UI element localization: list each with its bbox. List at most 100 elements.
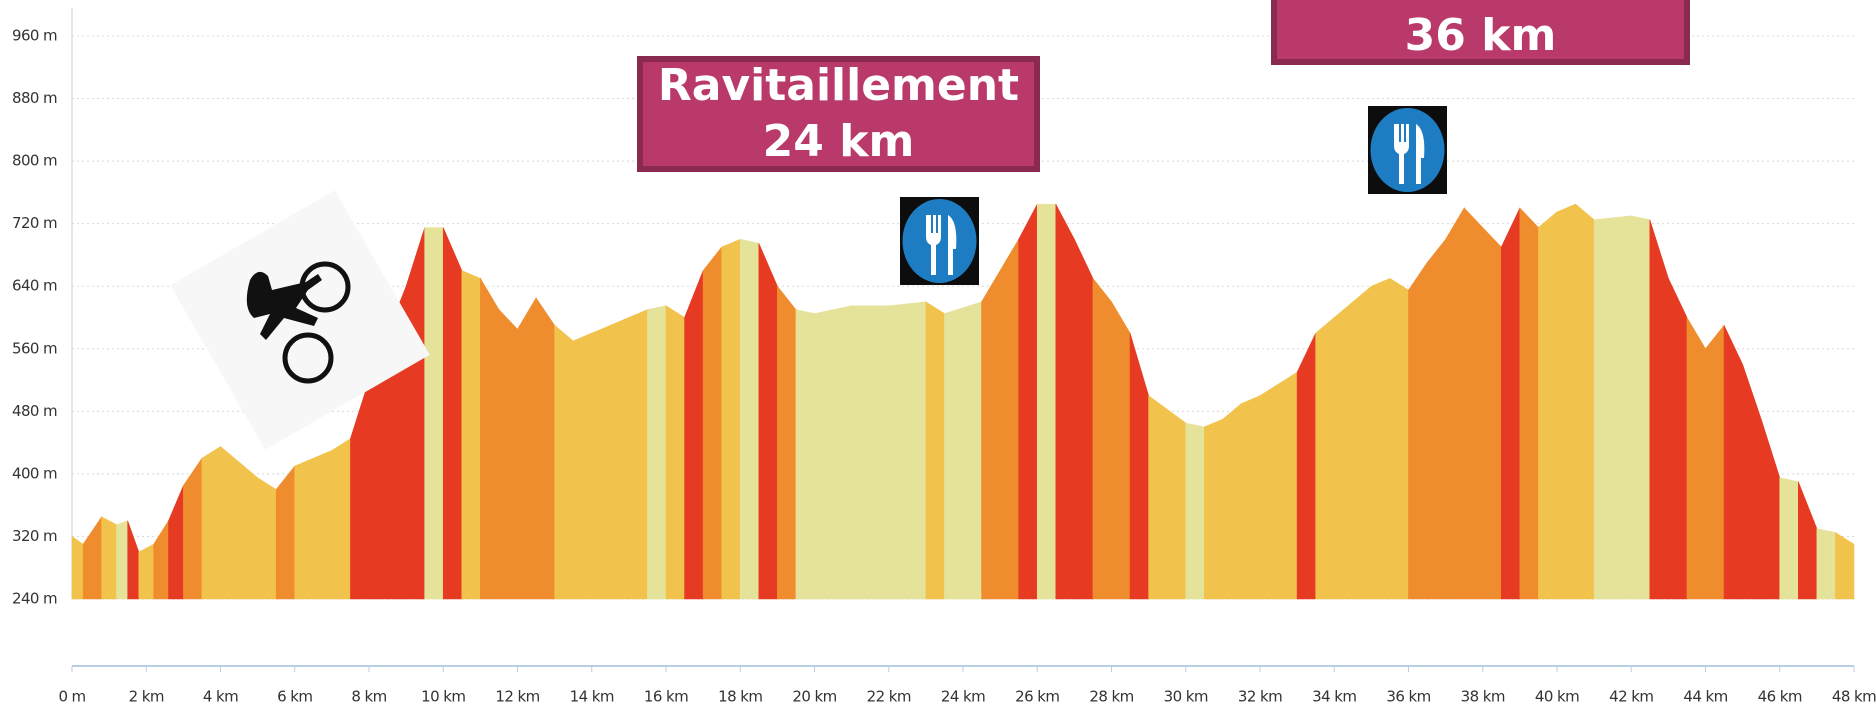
x-tick-label: 40 km (1535, 688, 1579, 706)
elevation-segment (1538, 212, 1557, 599)
x-tick-label: 46 km (1758, 688, 1802, 706)
elevation-segment (1520, 208, 1539, 599)
elevation-segment (796, 310, 815, 599)
elevation-segment (1223, 404, 1242, 599)
elevation-segment (1149, 396, 1186, 599)
x-tick-label: 36 km (1386, 688, 1430, 706)
elevation-segment (555, 325, 574, 599)
elevation-segment (1371, 278, 1390, 599)
elevation-segment (1186, 423, 1205, 599)
y-tick-label: 480 m (12, 402, 57, 420)
elevation-segment (1130, 333, 1149, 599)
y-tick-label: 320 m (12, 527, 57, 545)
elevation-segment (1093, 278, 1112, 599)
elevation-segment (759, 243, 778, 599)
elevation-segment (183, 458, 202, 599)
elevation-segment (1297, 333, 1316, 599)
elevation-segment (1687, 318, 1706, 600)
elevation-segment (1353, 286, 1372, 599)
elevation-segment (685, 271, 704, 599)
elevation-segment (852, 306, 889, 599)
x-tick-label: 12 km (495, 688, 539, 706)
elevation-segment (1409, 263, 1428, 599)
elevation-segment (1000, 239, 1019, 599)
elevation-segment (647, 306, 666, 599)
elevation-segment (406, 228, 425, 599)
y-tick-label: 960 m (12, 27, 57, 45)
x-tick-label: 10 km (421, 688, 465, 706)
elevation-segment (629, 310, 648, 599)
y-tick-label: 640 m (12, 277, 57, 295)
x-tick-label: 14 km (570, 688, 614, 706)
elevation-segment (1594, 216, 1631, 599)
elevation-segment (1576, 204, 1595, 599)
elevation-segment (1427, 239, 1446, 599)
elevation-segment (536, 298, 555, 599)
elevation-segment (889, 302, 926, 599)
x-tick-label: 4 km (203, 688, 238, 706)
elevation-segment (1464, 208, 1483, 599)
x-tick-label: 20 km (792, 688, 836, 706)
elevation-segment (1334, 302, 1353, 599)
elevation-segment (1668, 278, 1687, 599)
elevation-segment (128, 521, 139, 599)
elevation-segment (815, 306, 852, 599)
elevation-segment (1483, 228, 1502, 599)
elevation-segment (703, 247, 722, 599)
y-tick-label: 560 m (12, 339, 57, 357)
x-tick-label: 0 m (58, 688, 85, 706)
elevation-segment (1316, 318, 1335, 600)
x-tick-label: 24 km (941, 688, 985, 706)
elevation-segment (1074, 239, 1093, 599)
x-tick-label: 32 km (1238, 688, 1282, 706)
elevation-segment (221, 447, 240, 599)
y-tick-label: 400 m (12, 464, 57, 482)
elevation-segment (480, 278, 499, 599)
elevation-segment (1204, 419, 1223, 599)
elevation-segment (1260, 372, 1297, 599)
elevation-segment (169, 486, 184, 599)
elevation-segment (443, 228, 462, 599)
elevation-segment (295, 450, 332, 599)
elevation-segment (1056, 204, 1075, 599)
elevation-segment (1835, 533, 1854, 599)
elevation-segment (72, 536, 83, 599)
y-tick-label: 800 m (12, 152, 57, 170)
elevation-segment (102, 517, 117, 599)
elevation-segment (332, 439, 351, 599)
x-tick-label: 22 km (867, 688, 911, 706)
elevation-segment (1798, 482, 1817, 599)
elevation-segment (1706, 325, 1725, 599)
elevation-segment (202, 447, 221, 599)
x-tick-label: 28 km (1089, 688, 1133, 706)
elevation-segment (350, 380, 369, 599)
elevation-segment (1650, 220, 1669, 599)
elevation-segment (944, 302, 981, 599)
x-tick-label: 26 km (1015, 688, 1059, 706)
elevation-segment (139, 544, 154, 599)
x-tick-label: 8 km (351, 688, 386, 706)
elevation-segment (1241, 396, 1260, 599)
elevation-segment (1817, 529, 1836, 599)
elevation-segment (154, 521, 169, 599)
elevation-segment (573, 333, 592, 599)
chart: 240 m 320 m 400 m 480 m 560 m 640 m 720 m 800 m… (0, 0, 1876, 708)
elevation-segment (1557, 204, 1576, 599)
elevation-segment (499, 310, 518, 599)
annotation-text: 24 km (763, 116, 915, 167)
elevation-segment (425, 228, 444, 599)
elevation-segment (1743, 364, 1762, 599)
elevation-segment (1761, 419, 1780, 599)
elevation-segment (592, 318, 629, 600)
x-tick-label: 18 km (718, 688, 762, 706)
elevation-segment (1780, 478, 1799, 599)
y-tick-label: 240 m (12, 590, 57, 608)
elevation-segment (1724, 325, 1743, 599)
elevation-segment (777, 286, 796, 599)
elevation-segment (117, 521, 128, 599)
y-tick-label: 720 m (12, 214, 57, 232)
x-tick-label: 42 km (1609, 688, 1653, 706)
x-tick-label: 2 km (129, 688, 164, 706)
elevation-segment (276, 466, 295, 599)
elevation-segment (83, 517, 102, 599)
